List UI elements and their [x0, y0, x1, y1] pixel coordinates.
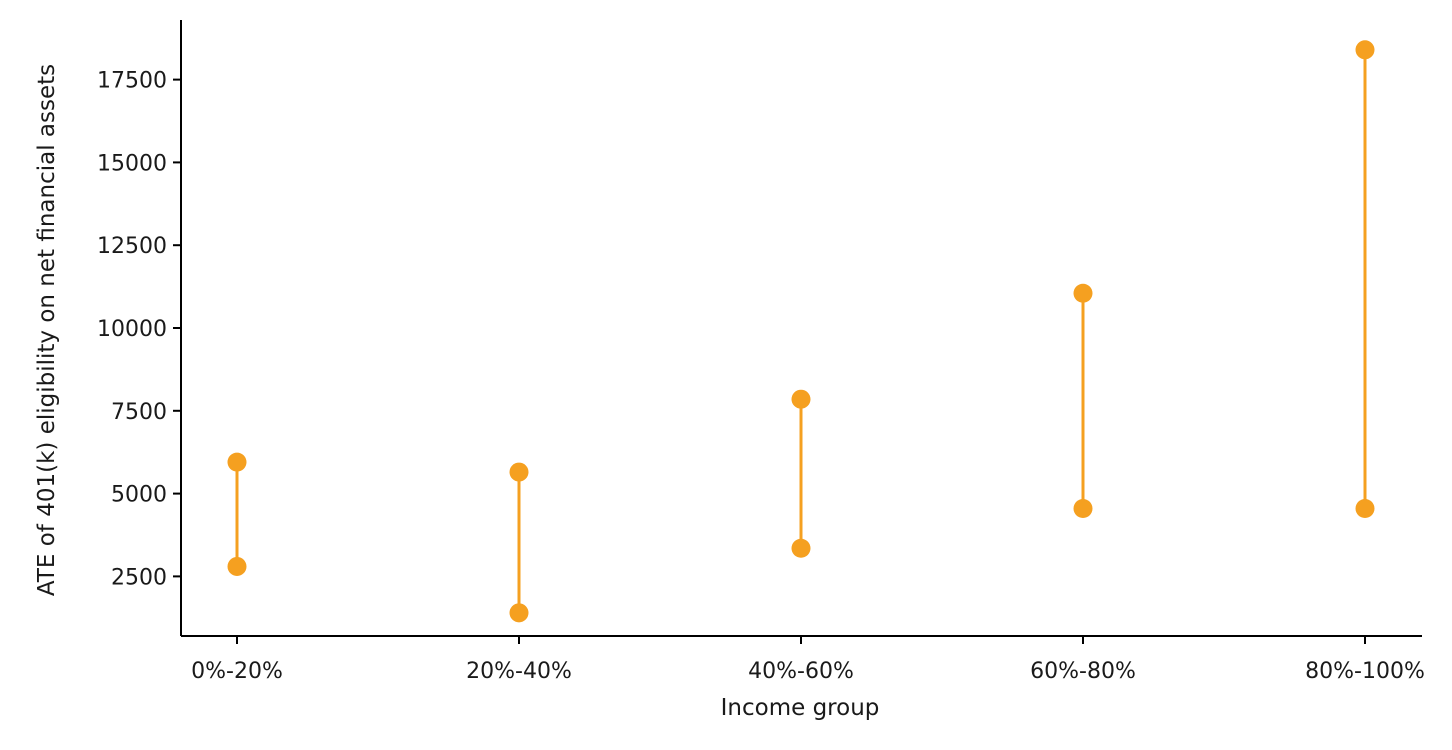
- x-tick-label: 60%-80%: [1030, 659, 1136, 684]
- x-axis-title: Income group: [721, 695, 880, 721]
- lower-point: [1355, 498, 1375, 518]
- y-tick-label: 2500: [111, 565, 167, 590]
- upper-point: [227, 452, 247, 472]
- x-tick-label: 80%-100%: [1305, 659, 1425, 684]
- y-tick-label: 7500: [111, 400, 167, 425]
- y-tick-label: 5000: [111, 483, 167, 508]
- x-ticks: 0%-20% 20%-40% 40%-60% 60%-80% 80%-100%: [191, 636, 1425, 684]
- lower-point: [227, 556, 247, 576]
- dumbbell-marks: [227, 40, 1375, 623]
- lower-point: [791, 538, 811, 558]
- y-axis-title: ATE of 401(k) eligibility on net financi…: [34, 64, 60, 596]
- lower-point: [509, 603, 529, 623]
- x-tick-label: 0%-20%: [191, 659, 283, 684]
- upper-point: [509, 462, 529, 482]
- upper-point: [1355, 40, 1375, 60]
- lower-point: [1073, 498, 1093, 518]
- x-tick-label: 20%-40%: [466, 659, 572, 684]
- y-tick-label: 10000: [97, 317, 167, 342]
- upper-point: [1073, 283, 1093, 303]
- y-tick-label: 17500: [97, 69, 167, 94]
- y-tick-label: 15000: [97, 151, 167, 176]
- upper-point: [791, 389, 811, 409]
- y-tick-label: 12500: [97, 234, 167, 259]
- x-tick-label: 40%-60%: [748, 659, 854, 684]
- y-ticks: 2500 5000 7500 10000 12500 15000 17500: [97, 69, 181, 590]
